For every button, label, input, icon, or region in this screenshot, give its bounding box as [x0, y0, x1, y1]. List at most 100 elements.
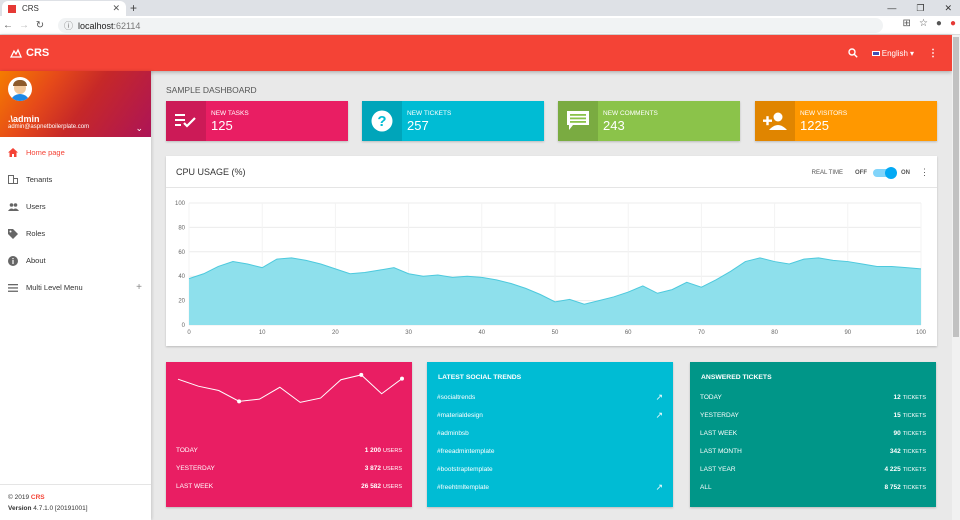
realtime-toggle[interactable] [873, 166, 897, 179]
stat-value: 4 225 [884, 465, 901, 473]
info-box-value: 1225 [800, 117, 829, 133]
trend-tag: #freehtmltemplate [437, 483, 490, 491]
stat-label: YESTERDAY [176, 464, 215, 472]
trend-tag: #socialtrends [437, 393, 476, 401]
bookmark-star-icon[interactable]: ☆ [918, 18, 928, 29]
stat-row: TODAY 1 200 USERS [166, 441, 412, 459]
minimize-icon[interactable]: — [887, 3, 897, 13]
logo-icon [10, 48, 22, 58]
browser-tab[interactable]: CRS ✕ [2, 1, 126, 16]
tenants-icon [7, 175, 19, 185]
translate-icon[interactable]: ⊞ [902, 18, 911, 29]
home-icon [7, 148, 19, 158]
cpu-card-title: CPU USAGE (%) [176, 166, 246, 177]
info-box-new-tasks[interactable]: NEW TASKS 125 [166, 101, 348, 141]
profile-icon[interactable]: ● [935, 18, 942, 29]
x-tick-label: 20 [332, 330, 339, 336]
close-window-icon[interactable]: ✕ [944, 3, 952, 13]
more-vert-icon[interactable]: ⋮ [920, 167, 929, 177]
app-name: CRS [26, 47, 50, 59]
trend-row[interactable]: #bootstraptemplate [427, 460, 673, 478]
language-label: English [881, 48, 908, 58]
url-field[interactable]: ⓘ localhost:62114 [58, 18, 883, 33]
reload-icon[interactable]: ↻ [35, 19, 45, 31]
sidebar-item-users[interactable]: Users [0, 193, 151, 220]
footer-brand-link[interactable]: CRS [30, 494, 45, 501]
restore-icon[interactable]: ❐ [916, 3, 925, 13]
back-icon[interactable]: ← [3, 19, 13, 31]
stat-label: ALL [700, 483, 712, 491]
stat-value: 12 [893, 393, 901, 401]
stat-label: LAST MONTH [700, 447, 742, 455]
expand-plus-icon[interactable]: + [136, 282, 142, 293]
y-tick-label: 60 [178, 250, 185, 256]
users-icon [7, 202, 19, 212]
trend-row[interactable]: #socialtrends ↗ [427, 388, 673, 406]
new-tab-button[interactable]: + [130, 1, 138, 15]
info-icon[interactable]: ⓘ [64, 21, 74, 31]
trend-row[interactable]: #adminbsb [427, 424, 673, 442]
info-box-new-visitors[interactable]: NEW VISITORS 1225 [755, 101, 937, 141]
sidebar-item-roles[interactable]: Roles [0, 220, 151, 247]
trend-row[interactable]: #materialdesign ↗ [427, 406, 673, 424]
info-box-new-comments[interactable]: NEW COMMENTS 243 [558, 101, 740, 141]
users-sparkline-chart [177, 372, 404, 404]
x-tick-label: 0 [187, 330, 191, 336]
add-person-icon [755, 101, 795, 141]
users-line [177, 374, 403, 403]
x-tick-label: 70 [698, 330, 705, 336]
page-scrollbar[interactable] [952, 35, 960, 520]
sidebar-item-tenants[interactable]: Tenants [0, 166, 151, 193]
app-header: CRS English ▾ ⋮ [0, 35, 952, 71]
stat-value: 1 200 [364, 446, 382, 454]
sidebar-item-label: Users [26, 202, 46, 211]
more-vert-icon[interactable]: ⋮ [928, 47, 938, 59]
trend-row[interactable]: #freeadmintemplate [427, 442, 673, 460]
x-tick-label: 30 [405, 330, 412, 336]
sidebar-item-multi-level-menu[interactable]: Multi Level Menu + [0, 274, 151, 301]
stat-unit: TICKETS [902, 394, 926, 401]
avatar[interactable] [8, 77, 32, 101]
info-box-new-tickets[interactable]: ? NEW TICKETS 257 [362, 101, 544, 141]
forward-icon[interactable]: → [19, 19, 29, 31]
stat-value: 90 [893, 429, 901, 437]
user-email: admin@aspnetboilerplate.com [8, 124, 90, 130]
sidebar-item-label: About [26, 256, 46, 265]
social-trends-card: LATEST SOCIAL TRENDS #socialtrends ↗ #mat… [427, 362, 673, 507]
users-point [237, 399, 242, 404]
cpu-usage-chart: 0 20 40 60 80 100 0 10 20 30 40 50 60 70 80 90 100 [175, 201, 927, 336]
sidebar-menu: Home page Tenants Users Roles About Mult… [0, 139, 151, 301]
browser-tab-title: CRS [22, 4, 39, 13]
chevron-down-icon[interactable]: ⌄ [135, 123, 143, 133]
stat-value: 3 872 [364, 464, 382, 472]
search-icon[interactable] [848, 48, 858, 58]
language-selector[interactable]: English ▾ [871, 48, 914, 58]
sidebar-item-about[interactable]: About [0, 247, 151, 274]
stat-unit: TICKETS [902, 448, 926, 455]
x-tick-label: 60 [625, 330, 632, 336]
x-tick-label: 90 [844, 330, 851, 336]
flag-icon [871, 50, 880, 56]
x-tick-label: 80 [771, 330, 778, 336]
address-bar-row: ← → ↻ ⓘ localhost:62114 ⊞ ☆ ● ● [0, 16, 960, 35]
url-host: localhost [78, 20, 114, 31]
divider [0, 484, 151, 485]
trend-tag: #adminbsb [437, 429, 469, 437]
user-name: .\admin [8, 114, 40, 124]
toggle-knob [885, 166, 897, 179]
scrollbar-thumb[interactable] [953, 37, 959, 337]
close-tab-icon[interactable]: ✕ [112, 3, 120, 13]
card-title: ANSWERED TICKETS [701, 374, 772, 381]
card-title: LATEST SOCIAL TRENDS [438, 374, 522, 381]
version-value: 4.7.1.0 [20191001] [33, 505, 88, 512]
info-box-value: 243 [603, 117, 625, 133]
app-logo[interactable]: CRS [10, 47, 49, 59]
sidebar-item-home[interactable]: Home page [0, 139, 151, 166]
stat-unit: TICKETS [902, 412, 926, 419]
stat-unit: TICKETS [902, 430, 926, 437]
trend-row[interactable]: #freehtmltemplate ↗ [427, 478, 673, 496]
stat-row: TODAY 12 TICKETS [690, 388, 936, 406]
extension-icon[interactable]: ● [949, 18, 956, 29]
stat-row: LAST WEEK 26 582 USERS [166, 477, 412, 495]
trending-up-icon: ↗ [655, 481, 663, 492]
